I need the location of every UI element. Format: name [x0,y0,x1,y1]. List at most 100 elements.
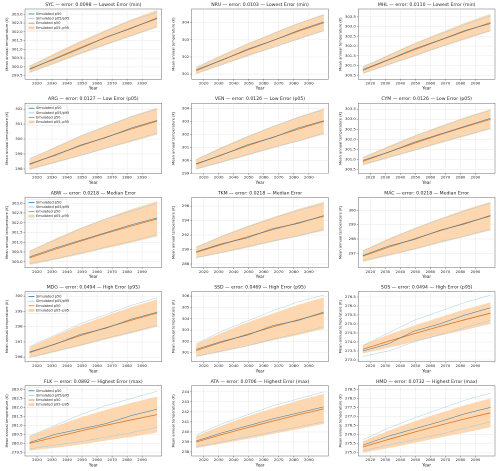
y-tick-label: 303 [182,37,190,42]
y-tick-label: 301 [182,144,190,149]
y-tick-label: 303.0 [12,11,23,16]
band-line [29,324,158,358]
y-tick-label: 301.0 [12,46,23,51]
y-tick-label: 302 [182,54,190,59]
band-line [29,108,158,159]
legend-box [26,293,68,314]
y-tick-label: 302.5 [345,33,356,38]
y-tick-label: 281.0 [12,422,23,427]
legend-label: Emulated p05–p95 [36,308,69,312]
y-tick-label: 303.0 [345,24,356,29]
legend-label: Emulated p50 [36,304,61,308]
y-axis-label: Mean annual temperature (K) [172,205,176,259]
band-line [362,15,491,67]
x-tick-label: 2080 [456,80,466,85]
band-area [29,299,158,359]
x-tick-label: 2020 [199,80,209,85]
x-tick-label: 2040 [396,175,406,180]
y-tick-label: 276.5 [345,422,356,427]
y-tick-label: 302.0 [12,220,23,225]
y-tick-label: 278.5 [345,386,356,391]
x-tick-label: 2050 [411,175,421,180]
x-tick-label: 2090 [471,363,481,368]
x-tick-label: 2050 [411,363,421,368]
y-tick-label: 275.5 [345,440,356,445]
x-tick-label: 2050 [77,363,87,368]
chart-title: SYC — error: 0.0098 — Lowest Error (min) [45,2,141,8]
y-tick-label: 302.0 [345,43,356,48]
series-line [29,217,158,258]
x-tick-label: 2060 [259,175,269,180]
y-tick-label: 302.0 [345,136,356,141]
x-tick-label: 2040 [396,80,406,85]
series-line [362,215,491,256]
y-axis-label: Mean annual temperature (K) [5,111,9,165]
x-tick-label: 2050 [77,80,87,85]
x-tick-label: 2050 [77,269,87,274]
x-tick-label: 2020 [32,269,42,274]
band-area [29,107,158,170]
x-tick-label: 2030 [47,269,57,274]
x-tick-label: 2090 [304,269,314,274]
band-line [362,294,491,346]
chart-title: NRU — error: 0.0103 — Lowest Error (min) [211,2,309,8]
y-tick-label: 300.5 [345,72,356,77]
x-tick-label: 2060 [426,80,436,85]
series-line [29,17,158,69]
series-line [196,21,324,71]
y-tick-label: 290 [182,247,190,252]
y-tick-label: 281.5 [12,413,23,418]
y-tick-label: 299 [15,151,23,156]
x-axis-label: Year [421,180,431,185]
y-tick-label: 282.0 [12,404,23,409]
x-tick-label: 2070 [107,175,117,180]
y-axis-label: Mean annual temperature (K) [172,17,176,71]
y-tick-label: 302.5 [12,20,23,25]
x-tick-label: 2040 [62,269,72,274]
band-line [29,390,158,437]
band-area [362,109,491,166]
y-tick-label: 299 [15,308,23,313]
band-line [362,392,491,441]
y-tick-label: 301.0 [345,156,356,161]
x-tick-label: 2060 [92,363,102,368]
x-tick-label: 2060 [426,363,436,368]
band-line [196,421,324,448]
x-tick-label: 2040 [62,457,72,462]
legend-label: Simulated p50 [36,106,61,110]
y-tick-label: 303.5 [345,14,356,19]
y-tick-label: 296 [15,354,23,359]
legend-label: Emulated p50 [36,115,61,119]
band-line [196,294,324,344]
x-tick-label: 2060 [92,269,102,274]
y-tick-label: 298 [349,236,357,241]
x-tick-label: 2020 [199,269,209,274]
series-line [196,312,324,351]
band-line [29,132,158,170]
y-tick-label: 241 [182,419,190,424]
x-tick-label: 2090 [471,175,481,180]
y-tick-label: 301.5 [345,53,356,58]
x-tick-label: 2030 [214,457,224,462]
chart-title: ARG — error: 0.0127 — Low Error (p05) [48,96,139,102]
x-tick-label: 2030 [47,80,57,85]
x-tick-label: 2080 [289,269,299,274]
x-tick-label: 2060 [426,457,436,462]
legend-label: Simulated p05/p95 [36,17,69,21]
x-tick-label: 2020 [32,80,42,85]
x-tick-label: 2070 [107,457,117,462]
y-tick-label: 303 [182,118,190,123]
chart-title: HMD — error: 0.0732 — Highest Error (max… [376,379,478,385]
band-area [196,297,324,357]
band-line [362,110,491,158]
series-line [362,118,491,161]
y-axis-label: Mean annual temperature (K) [172,394,176,448]
x-tick-label: 2050 [244,80,254,85]
x-tick-label: 2090 [137,175,147,180]
y-tick-label: 299.5 [12,73,23,78]
y-tick-label: 303.5 [345,106,356,111]
y-tick-label: 302.0 [12,29,23,34]
x-tick-label: 2040 [229,457,239,462]
y-tick-label: 297 [15,339,23,344]
series-line [362,23,491,70]
